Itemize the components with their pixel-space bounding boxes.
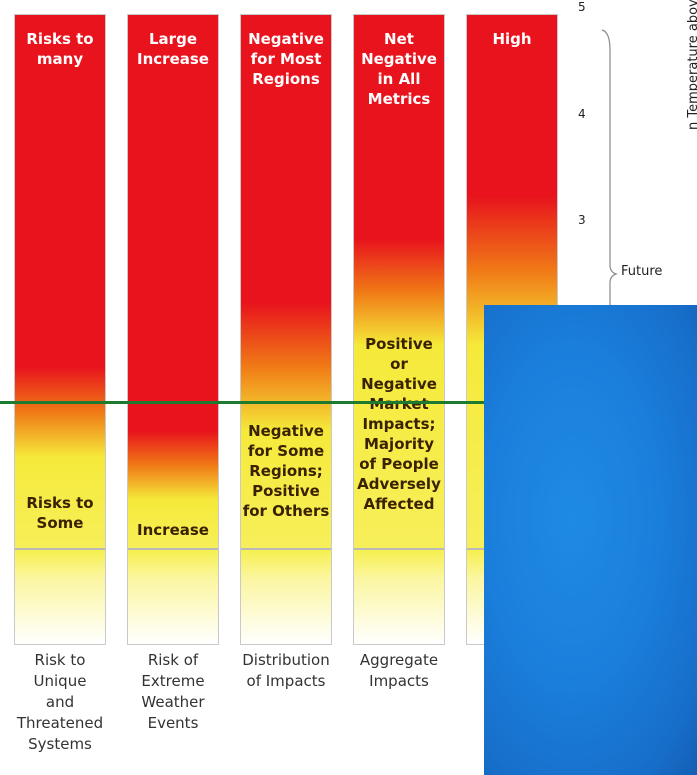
reference-line: [0, 401, 485, 404]
y-tick-label: 3: [578, 213, 586, 228]
risk-column: Large Increase Increase: [127, 14, 219, 645]
category-label: Aggregate Impacts: [359, 651, 439, 690]
category-label: Risk of Extreme Weather Events: [141, 651, 205, 732]
column-top-label: Large Increase: [137, 30, 209, 68]
column-divider: [354, 548, 444, 550]
risk-gradient-bar: [354, 15, 444, 548]
column-divider: [128, 548, 218, 550]
low-risk-band: [128, 550, 218, 644]
category-label: Distribution of Impacts: [242, 651, 330, 690]
column-top-label: Negative for Most Regions: [248, 30, 324, 88]
y-tick-label: 4: [578, 106, 586, 121]
column-divider: [241, 548, 331, 550]
column-bottom-label: Positive or Negative Market Impacts; Maj…: [357, 335, 441, 513]
column-top-label: Net Negative in All Metrics: [361, 30, 437, 108]
category-label: Risk to Unique and Threatened Systems: [16, 651, 104, 753]
column-top-label: High: [492, 30, 532, 48]
column-bottom-label: Risks to Some: [26, 494, 94, 532]
low-risk-band: [354, 550, 444, 644]
risk-gradient-bar: [128, 15, 218, 548]
future-bracket: [601, 29, 618, 310]
y-tick-label: 5: [578, 0, 586, 14]
risk-column: Negative for Most Regions Negative for So…: [240, 14, 332, 645]
column-divider: [15, 548, 105, 550]
future-annotation: Future: [621, 264, 663, 279]
low-risk-band: [241, 550, 331, 644]
risk-column: Risks to many Risks to Some: [14, 14, 106, 645]
risk-gradient-bar: [241, 15, 331, 548]
column-top-label: Risks to many: [26, 30, 94, 68]
low-risk-band: [15, 550, 105, 644]
risk-gradient-bar: [15, 15, 105, 548]
blue-overlay: [484, 305, 697, 775]
column-bottom-label: Increase: [137, 521, 209, 539]
y-axis-title: n Temperature above circa 1990 (°C): [686, 0, 697, 130]
risk-column: Net Negative in All Metrics Positive or N…: [353, 14, 445, 645]
column-bottom-label: Negative for Some Regions; Positive for …: [242, 422, 330, 520]
